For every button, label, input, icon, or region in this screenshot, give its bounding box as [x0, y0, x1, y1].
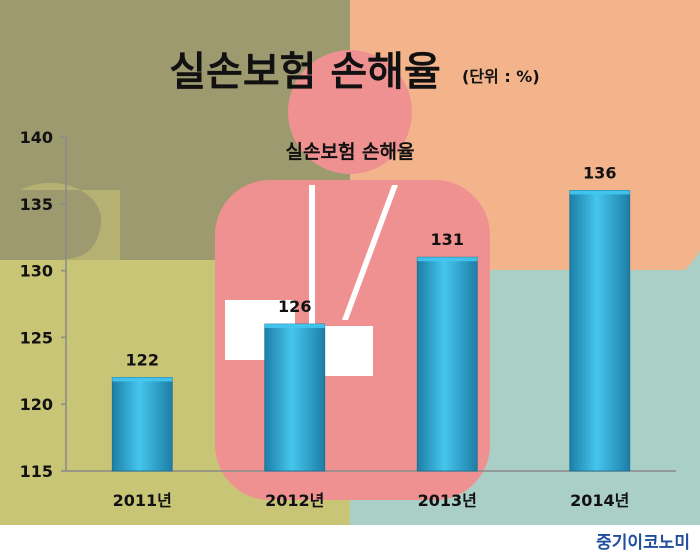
y-tick-label: 135 — [20, 195, 53, 214]
y-tick-label: 115 — [20, 462, 53, 481]
x-category-label: 2013년 — [418, 491, 477, 510]
data-labels: 122 126 131 136 — [126, 163, 617, 369]
chart-inner-title: 실손보험 손해율 — [286, 141, 415, 163]
unit-label: (단위 : %) — [462, 67, 540, 86]
data-label: 131 — [431, 230, 464, 249]
bar-top-highlight — [569, 190, 630, 195]
y-tick-label: 120 — [20, 395, 53, 414]
y-tick-label: 140 — [20, 128, 53, 147]
y-tick-label: 130 — [20, 262, 53, 281]
bar-3 — [416, 256, 478, 472]
bar-1 — [111, 377, 173, 472]
x-category-label: 2011년 — [113, 491, 172, 510]
bar-4 — [569, 190, 631, 472]
x-category-label: 2014년 — [570, 491, 629, 510]
brand-logo-text: 중기이코노미 — [596, 533, 690, 553]
data-label: 126 — [278, 297, 311, 316]
data-label: 136 — [583, 163, 616, 182]
bar-top-highlight — [112, 377, 173, 382]
bar-top-highlight — [264, 324, 325, 329]
x-category-label: 2012년 — [265, 491, 324, 510]
bars — [111, 190, 631, 472]
x-axis-categories: 2011년 2012년 2013년 2014년 — [113, 491, 630, 510]
bar-2 — [264, 323, 326, 472]
bar-top-highlight — [417, 257, 478, 262]
data-label: 122 — [126, 350, 159, 369]
y-tick-label: 125 — [20, 328, 53, 347]
chart-title: 실손보험 손해율 — [169, 49, 441, 95]
y-axis-ticks: 115 120 125 130 135 140 — [20, 128, 66, 481]
